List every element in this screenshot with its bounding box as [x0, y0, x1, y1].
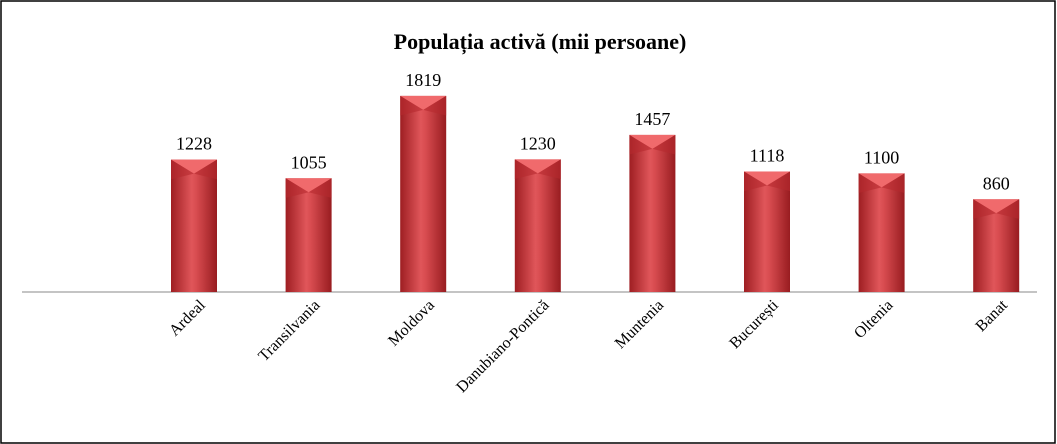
data-label: 1228	[176, 134, 212, 154]
bar-body	[171, 159, 217, 292]
bar-top-side	[194, 159, 217, 180]
bar-top	[629, 134, 676, 149]
bar-top-side	[171, 159, 194, 180]
bar-body	[514, 159, 561, 292]
data-label: 1118	[750, 145, 785, 165]
bar	[744, 171, 790, 292]
bar-top-side	[400, 95, 424, 116]
chart-title: Populația activă (mii persoane)	[394, 29, 687, 55]
data-label: 1819	[405, 70, 441, 90]
bar-body	[285, 178, 332, 292]
bar-top-side	[858, 173, 882, 194]
bar	[285, 178, 332, 292]
bar-top	[858, 173, 905, 188]
bar-body	[744, 171, 790, 292]
bar-top-side	[767, 171, 790, 192]
bar	[514, 159, 561, 292]
data-label: 1055	[291, 152, 327, 172]
bar-top-side	[514, 159, 538, 180]
bar-body	[858, 173, 905, 292]
bar-top-side	[996, 199, 1020, 219]
bar-top-side	[881, 173, 905, 194]
bar-body	[629, 134, 676, 292]
data-label: 1230	[520, 133, 556, 153]
bar-body	[400, 95, 447, 292]
data-label: 1100	[864, 147, 899, 167]
data-label: 860	[983, 173, 1010, 193]
data-label: 1457	[634, 109, 670, 129]
bar-top-side	[973, 199, 997, 219]
bar-top	[400, 95, 447, 110]
bar-top-side	[652, 134, 676, 155]
bar-top	[285, 178, 332, 193]
bar-top	[514, 159, 561, 174]
bar-top-side	[629, 134, 653, 155]
bar-top-side	[744, 171, 767, 192]
bar-top	[744, 171, 790, 186]
bar	[973, 199, 1020, 292]
bar-top-side	[285, 178, 309, 198]
bar-top-side	[423, 95, 447, 116]
bar	[171, 159, 217, 292]
bar	[858, 173, 905, 292]
bar-top-side	[308, 178, 332, 198]
bar-top	[171, 159, 217, 174]
bar-top	[973, 199, 1020, 214]
bar-top-side	[537, 159, 561, 180]
bar	[629, 134, 676, 292]
bar	[400, 95, 447, 292]
